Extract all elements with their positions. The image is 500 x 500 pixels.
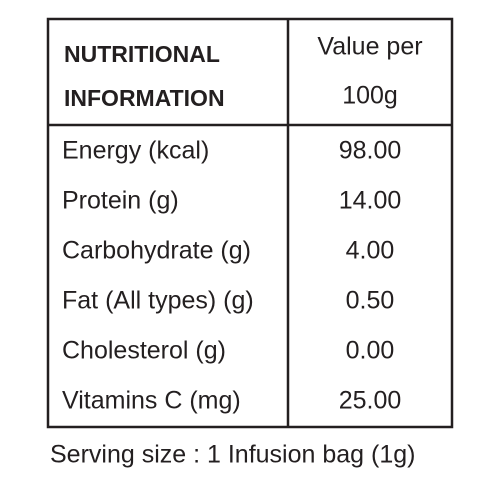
table-border: [46, 17, 454, 429]
header-right: Value per: [317, 33, 422, 61]
header-left: INFORMATION: [64, 85, 225, 111]
row-value: 98.00: [339, 137, 402, 165]
row-label: Fat (All types) (g): [62, 287, 254, 315]
row-label: Cholesterol (g): [62, 337, 226, 365]
row-value: 25.00: [339, 387, 402, 415]
row-label: Energy (kcal): [62, 137, 209, 165]
row-value: 14.00: [339, 187, 402, 215]
header-left: NUTRITIONAL: [64, 41, 220, 67]
row-label: Carbohydrate (g): [62, 237, 251, 265]
row-value: 0.50: [346, 287, 395, 315]
header-right: 100g: [342, 82, 398, 110]
footer: Serving size : 1 Infusion bag (1g): [50, 441, 415, 469]
row-value: 0.00: [346, 337, 395, 365]
row-label: Vitamins C (mg): [62, 387, 241, 415]
row-value: 4.00: [346, 237, 395, 265]
row-label: Protein (g): [62, 187, 179, 215]
